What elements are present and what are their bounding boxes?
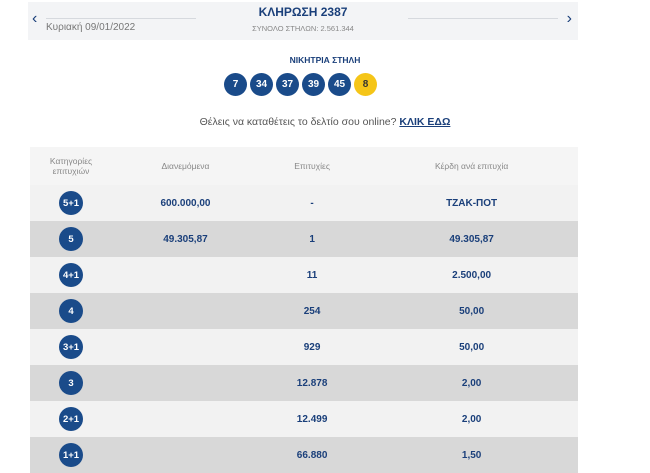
number-ball: 45 (328, 73, 351, 96)
click-here-link[interactable]: ΚΛΙΚ ΕΔΩ (399, 116, 451, 128)
draw-date: Κυριακή 09/01/2022 (46, 22, 136, 33)
category-badge: 4+1 (59, 263, 83, 287)
promo-text: Θέλεις να καταθέτεις το δελτίο σου onlin… (199, 116, 400, 128)
category-badge: 3+1 (59, 335, 83, 359)
distributed-cell (112, 257, 259, 293)
number-ball: 34 (250, 73, 273, 96)
winners-cell: 1 (258, 221, 366, 257)
divider (46, 18, 196, 19)
promo: Θέλεις να καταθέτεις το δελτίο σου onlin… (0, 116, 650, 128)
prize-cell: 49.305,87 (365, 221, 578, 257)
prize-cell: ΤΖΑΚ-ΠΟΤ (365, 185, 578, 221)
number-ball: 37 (276, 73, 299, 96)
prize-cell: 50,00 (365, 293, 578, 329)
chevron-right-icon[interactable]: › (566, 10, 572, 27)
number-ball: 7 (224, 73, 247, 96)
distributed-cell (112, 437, 259, 473)
prize-cell: 2.500,00 (365, 257, 578, 293)
prize-cell: 2,00 (365, 401, 578, 437)
winners-cell: 12.878 (258, 365, 366, 401)
category-badge: 2+1 (59, 407, 83, 431)
winners-cell: 11 (258, 257, 366, 293)
table-row: 4+1 11 2.500,00 (30, 257, 578, 293)
number-ball: 39 (302, 73, 325, 96)
table-row: 5 49.305,87 1 49.305,87 (30, 221, 578, 257)
winners-cell: 12.499 (258, 401, 366, 437)
divider (408, 18, 558, 19)
distributed-cell: 600.000,00 (112, 185, 259, 221)
winners-cell: 254 (258, 293, 366, 329)
distributed-cell (112, 401, 259, 437)
table-row: 2+1 12.499 2,00 (30, 401, 578, 437)
col-header: Κατηγορίες επιτυχιών (30, 147, 112, 185)
category-cell: 2+1 (30, 401, 112, 437)
category-badge: 1+1 (59, 443, 83, 467)
winning-label: ΝΙΚΗΤΡΙΑ ΣΤΗΛΗ (289, 55, 361, 65)
category-cell: 5 (30, 221, 112, 257)
category-cell: 3+1 (30, 329, 112, 365)
table-row: 5+1 600.000,00- ΤΖΑΚ-ΠΟΤ (30, 185, 578, 221)
distributed-cell (112, 293, 259, 329)
category-cell: 5+1 (30, 185, 112, 221)
category-badge: 4 (59, 299, 83, 323)
col-header: Κέρδη ανά επιτυχία (365, 147, 578, 185)
winners-cell: 929 (258, 329, 366, 365)
distributed-cell: 49.305,87 (112, 221, 259, 257)
table-row: 1+1 66.880 1,50 (30, 437, 578, 473)
draw-header: ‹ › Κυριακή 09/01/2022 ΚΛΗΡΩΣΗ 2387 ΣΥΝΟ… (28, 2, 578, 40)
total-columns: ΣΥΝΟΛΟ ΣΤΗΛΩΝ: 2.561.344 (252, 24, 354, 33)
table-row: 3 12.878 2,00 (30, 365, 578, 401)
winners-cell: - (258, 185, 366, 221)
prize-cell: 50,00 (365, 329, 578, 365)
distributed-cell (112, 365, 259, 401)
joker-ball: 8 (354, 73, 377, 96)
category-cell: 1+1 (30, 437, 112, 473)
category-badge: 3 (59, 371, 83, 395)
category-cell: 4 (30, 293, 112, 329)
draw-title: ΚΛΗΡΩΣΗ 2387 (258, 5, 348, 19)
winning-numbers: 7 34 37 39 45 8 (224, 73, 377, 96)
col-header: Διανεμόμενα (112, 147, 259, 185)
category-badge: 5 (59, 227, 83, 251)
prize-table: Κατηγορίες επιτυχιών Διανεμόμενα Επιτυχί… (30, 147, 578, 473)
distributed-cell (112, 329, 259, 365)
col-header: Επιτυχίες (258, 147, 366, 185)
table-row: 4 254 50,00 (30, 293, 578, 329)
chevron-left-icon[interactable]: ‹ (32, 10, 38, 27)
table-row: 3+1 929 50,00 (30, 329, 578, 365)
winners-cell: 66.880 (258, 437, 366, 473)
category-cell: 3 (30, 365, 112, 401)
category-cell: 4+1 (30, 257, 112, 293)
category-badge: 5+1 (59, 191, 83, 215)
prize-cell: 1,50 (365, 437, 578, 473)
prize-cell: 2,00 (365, 365, 578, 401)
